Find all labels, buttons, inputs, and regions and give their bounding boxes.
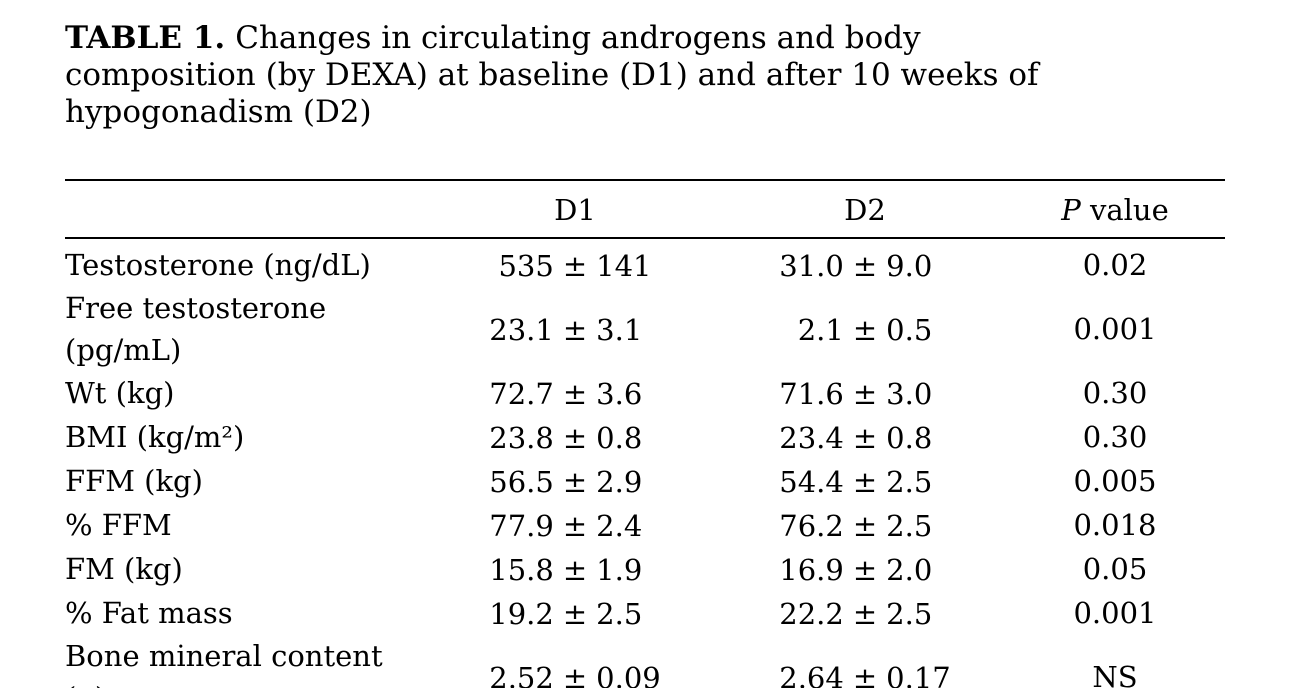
pm-value: 54.4 ±2.5 — [779, 465, 933, 499]
table-row-pct-fat-mass: % Fat mass 19.2 ±2.5 22.2 ±2.5 0.001 — [65, 591, 1225, 635]
pm-value: 72.7 ±3.6 — [489, 377, 643, 411]
pm-value: 23.4 ±0.8 — [779, 421, 933, 455]
p-value: 0.30 — [1082, 420, 1148, 454]
pm-value: 23.1 ±3.1 — [489, 313, 643, 347]
p-value: NS — [1092, 660, 1138, 688]
p-value: 0.05 — [1082, 552, 1148, 586]
d1-value: 535 ±141 — [425, 238, 725, 287]
d2-value: 71.6 ±3.0 — [725, 371, 1005, 415]
table-caption-line1: TABLE 1. Changes in circulating androgens… — [65, 20, 1185, 57]
header-d1: D1 — [425, 180, 725, 239]
table-row-pct-ffm: % FFM 77.9 ±2.4 76.2 ±2.5 0.018 — [65, 503, 1225, 547]
table-row-ffm: FFM (kg) 56.5 ±2.9 54.4 ±2.5 0.005 — [65, 459, 1225, 503]
row-label: % FFM — [65, 508, 172, 542]
pm-value: 19.2 ±2.5 — [489, 597, 643, 631]
pm-value: 2.1 ±0.5 — [797, 313, 933, 347]
header-row: D1 D2 P value — [65, 180, 1225, 239]
d2-value: 23.4 ±0.8 — [725, 415, 1005, 459]
pm-value: 31.0 ±9.0 — [779, 249, 933, 283]
row-label: Wt (kg) — [65, 376, 175, 410]
d1-value: 23.1 ±3.1 — [425, 287, 725, 371]
pm-value: 2.52 ±0.09 — [489, 661, 661, 688]
table-row-testosterone: Testosterone (ng/dL) 535 ±141 31.0 ±9.0 0.… — [65, 238, 1225, 287]
row-label: Bone mineral content (g) — [65, 639, 383, 688]
header-p-value: P value — [1005, 180, 1225, 239]
p-value: 0.018 — [1073, 508, 1157, 542]
data-table: D1 D2 P value Testosterone (ng/dL) 535 ±1… — [65, 179, 1225, 688]
table-row-wt: Wt (kg) 72.7 ±3.6 71.6 ±3.0 0.30 — [65, 371, 1225, 415]
p-value: 0.02 — [1082, 248, 1148, 282]
d1-value: 23.8 ±0.8 — [425, 415, 725, 459]
d1-value: 19.2 ±2.5 — [425, 591, 725, 635]
d1-value: 2.52 ±0.09 — [425, 635, 725, 688]
row-label: % Fat mass — [65, 596, 233, 630]
p-value: 0.005 — [1073, 464, 1157, 498]
pm-value: 22.2 ±2.5 — [779, 597, 933, 631]
pm-value: 76.2 ±2.5 — [779, 509, 933, 543]
row-label: Free testosterone (pg/mL) — [65, 291, 327, 367]
table-row-fm: FM (kg) 15.8 ±1.9 16.9 ±2.0 0.05 — [65, 547, 1225, 591]
table-caption-line3: hypogonadism (D2) — [65, 94, 372, 130]
table-body: Testosterone (ng/dL) 535 ±141 31.0 ±9.0 0.… — [65, 238, 1225, 688]
header-d2: D2 — [725, 180, 1005, 239]
header-p-rest: value — [1089, 193, 1169, 227]
d2-value: 54.4 ±2.5 — [725, 459, 1005, 503]
row-label: Testosterone (ng/dL) — [65, 248, 371, 282]
row-label: FFM (kg) — [65, 464, 203, 498]
table-caption: TABLE 1. Changes in circulating androgens… — [65, 20, 1185, 131]
d1-value: 56.5 ±2.9 — [425, 459, 725, 503]
table-row-bmi: BMI (kg/m²) 23.8 ±0.8 23.4 ±0.8 0.30 — [65, 415, 1225, 459]
row-label: BMI (kg/m²) — [65, 420, 245, 454]
d2-value: 2.64 ±0.17 — [725, 635, 1005, 688]
table-caption-line2: composition (by DEXA) at baseline (D1) a… — [65, 57, 1039, 93]
pm-value: 56.5 ±2.9 — [489, 465, 643, 499]
p-value: 0.001 — [1073, 596, 1157, 630]
pm-value: 535 ±141 — [498, 249, 652, 283]
table-row-bone-mineral-content: Bone mineral content (g) 2.52±0.09 2.64±… — [65, 635, 1225, 688]
d1-value: 77.9 ±2.4 — [425, 503, 725, 547]
d2-value: 76.2 ±2.5 — [725, 503, 1005, 547]
table-caption-label: TABLE 1. — [65, 20, 226, 56]
p-value: 0.30 — [1082, 376, 1148, 410]
pm-value: 71.6 ±3.0 — [779, 377, 933, 411]
table-caption-text1: Changes in circulating androgens and bod… — [235, 20, 921, 56]
pm-value: 23.8 ±0.8 — [489, 421, 643, 455]
row-label: FM (kg) — [65, 552, 183, 586]
pm-value: 16.9 ±2.0 — [779, 553, 933, 587]
header-p-italic: P — [1061, 193, 1081, 227]
d2-value: 16.9 ±2.0 — [725, 547, 1005, 591]
header-empty-cell — [65, 180, 425, 239]
table-header: D1 D2 P value — [65, 180, 1225, 239]
pm-value: 15.8 ±1.9 — [489, 553, 643, 587]
d1-value: 72.7 ±3.6 — [425, 371, 725, 415]
pm-value: 77.9 ±2.4 — [489, 509, 643, 543]
d2-value: 2.1 ±0.5 — [725, 287, 1005, 371]
pm-value: 2.64 ±0.17 — [779, 661, 951, 688]
d2-value: 31.0 ±9.0 — [725, 238, 1005, 287]
d2-value: 22.2 ±2.5 — [725, 591, 1005, 635]
table-row-free-testosterone: Free testosterone (pg/mL) 23.1 ±3.1 2.1 ±0… — [65, 287, 1225, 371]
p-value: 0.001 — [1073, 312, 1157, 346]
d1-value: 15.8 ±1.9 — [425, 547, 725, 591]
